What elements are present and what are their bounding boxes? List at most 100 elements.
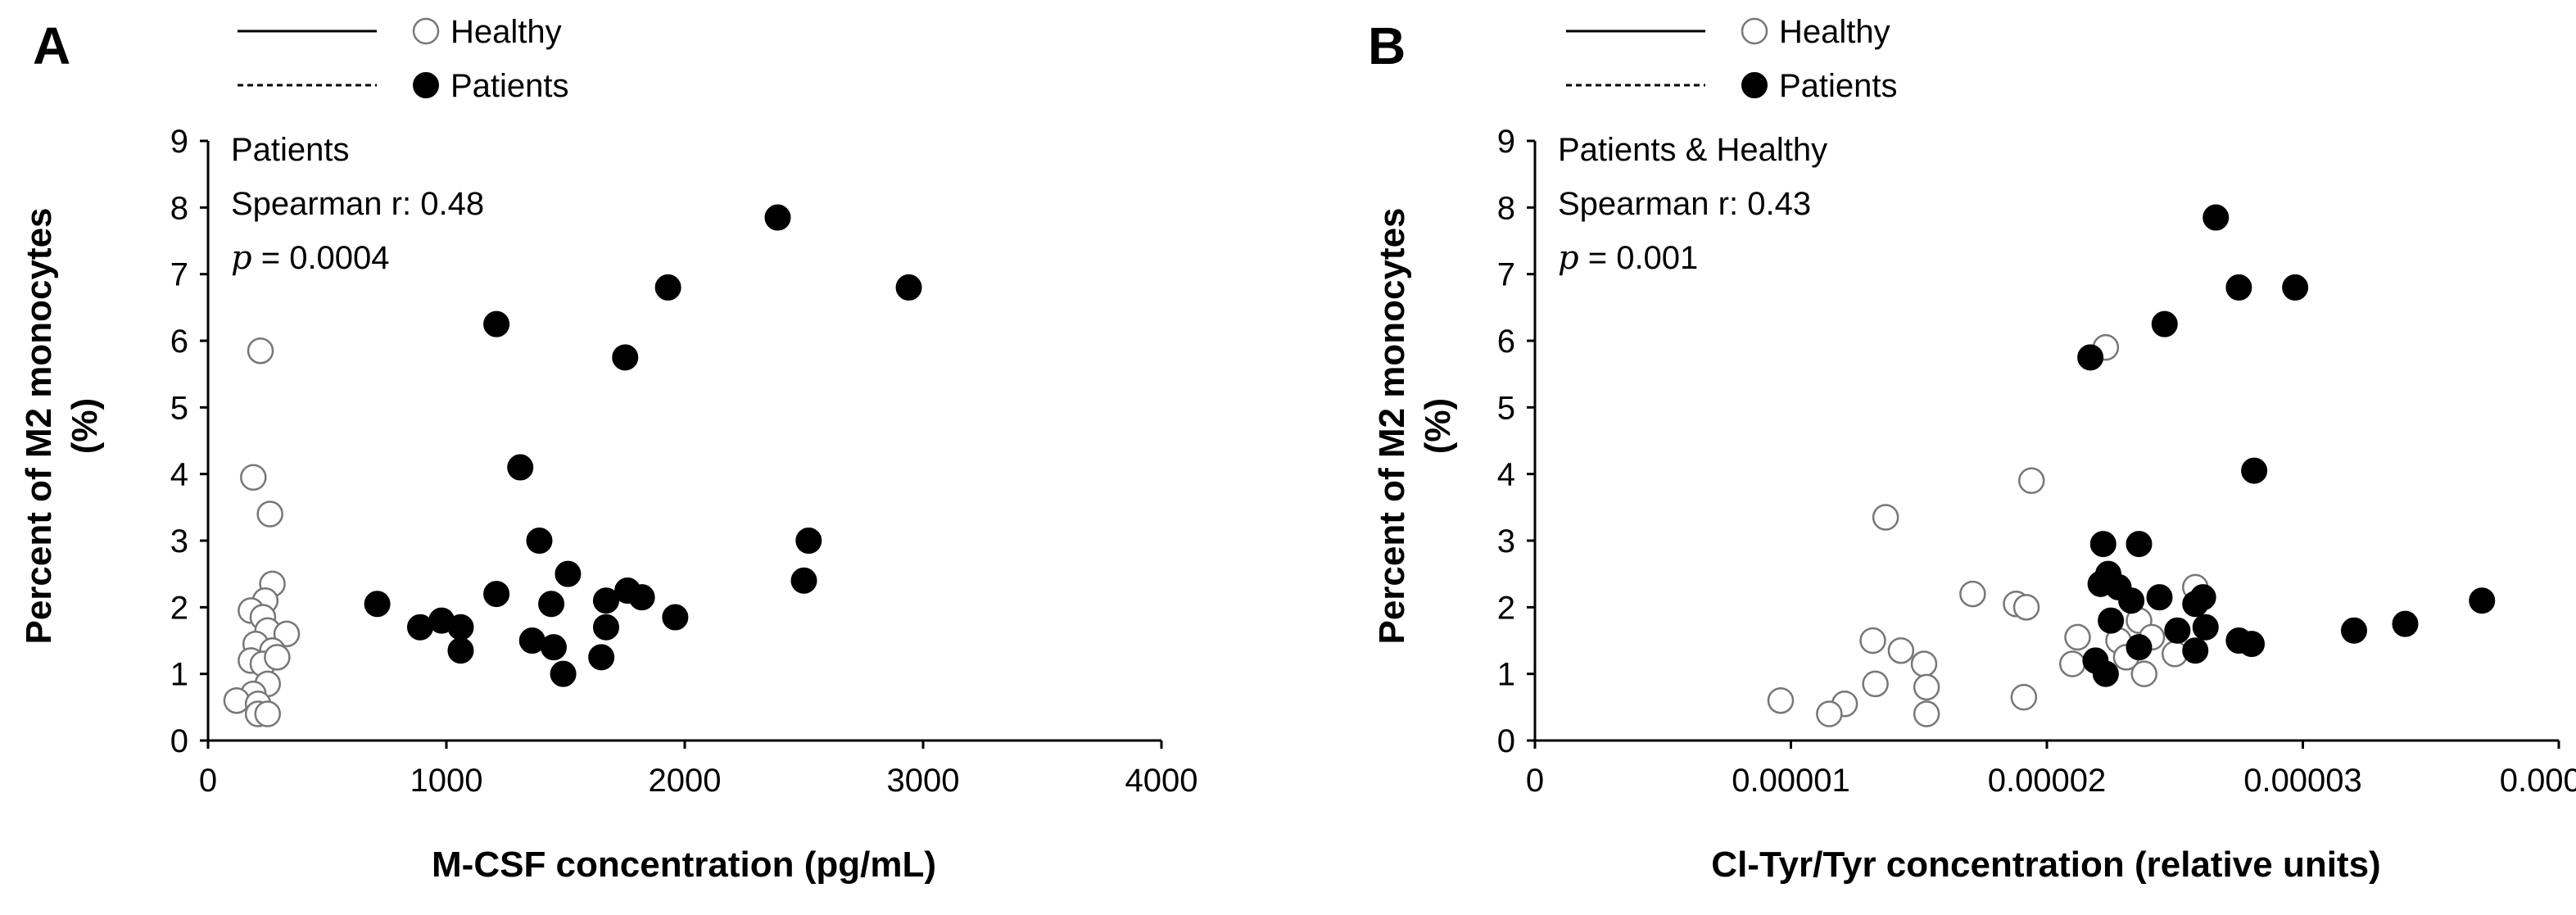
healthy-point	[256, 501, 283, 528]
patient-point	[2392, 610, 2419, 637]
patient-point	[447, 637, 474, 664]
patient-point	[2098, 607, 2125, 634]
legend-patients-label: Patients	[450, 68, 569, 104]
stats-group: Patients & Healthy	[1558, 132, 1827, 168]
healthy-point	[1959, 580, 1986, 608]
patient-point	[2077, 344, 2104, 371]
x-tick-label: 0.00004	[2500, 763, 2576, 799]
stats-p-value: p = 0.001	[1558, 239, 1698, 277]
patient-point	[2092, 660, 2119, 687]
patient-point	[592, 614, 619, 641]
x-tick-label: 0.00003	[2243, 763, 2362, 799]
patient-point	[612, 344, 639, 371]
healthy-point	[1887, 636, 1915, 664]
x-axis-title: Cl-Tyr/Tyr concentration (relative units…	[1711, 845, 2380, 885]
y-tick-label: 1	[170, 657, 188, 693]
p-symbol: p	[1558, 239, 1579, 277]
y-tick-label: 5	[1497, 390, 1515, 426]
legend-healthy-label: Healthy	[1779, 14, 1890, 50]
healthy-point	[1767, 686, 1795, 714]
y-ticks: 0 1 2 3 4 5 6 7 8 9	[1497, 124, 1535, 759]
y-tick-label: 2	[1497, 590, 1515, 626]
x-tick-label: 2000	[649, 763, 722, 799]
y-tick-label: 8	[1497, 190, 1515, 226]
patient-point	[895, 274, 922, 301]
x-ticks: 0 1000 2000 3000 4000	[199, 741, 1197, 799]
y-tick-label: 3	[170, 523, 188, 559]
legend-patients-marker	[413, 72, 439, 98]
patient-point	[2182, 591, 2209, 618]
patient-point	[592, 587, 619, 614]
panel-b-label: B	[1368, 16, 1406, 75]
legend-patients-marker	[1741, 72, 1768, 98]
x-tick-label: 3000	[887, 763, 960, 799]
patient-point	[2341, 617, 2367, 644]
y-tick-label: 7	[170, 257, 188, 293]
healthy-point	[2018, 467, 2045, 495]
patient-point	[2126, 634, 2153, 661]
y-tick-label: 6	[1497, 324, 1515, 360]
panel-a-legend: Healthy Patients	[238, 14, 569, 104]
healthy-point	[1859, 627, 1886, 655]
p-symbol: p	[231, 239, 252, 277]
patient-point	[2225, 274, 2252, 301]
patient-point	[764, 204, 791, 231]
stats-p-value: p = 0.0004	[231, 239, 390, 277]
legend-patients-label: Patients	[1779, 68, 1898, 104]
healthy-point	[1872, 504, 1899, 531]
y-axis-title: Percent of M2 monocytes	[19, 207, 59, 644]
patient-point	[588, 644, 615, 671]
patient-point	[447, 614, 474, 641]
healthy-point	[1862, 670, 1889, 698]
healthy-point	[2010, 683, 2038, 711]
patient-point	[2282, 274, 2309, 301]
y-axis-unit: (%)	[65, 398, 105, 454]
x-tick-label: 0.00001	[1732, 763, 1850, 799]
patient-point	[2241, 457, 2268, 484]
healthy-point	[2064, 623, 2091, 651]
healthy-point	[2012, 594, 2040, 621]
x-tick-label: 0	[1526, 763, 1544, 799]
patient-point	[2118, 587, 2145, 614]
patient-point	[483, 581, 510, 608]
healthy-point	[240, 464, 267, 491]
patient-point	[2182, 637, 2209, 664]
patient-point	[2151, 310, 2178, 337]
patient-point	[2203, 204, 2230, 231]
patient-point	[555, 560, 582, 587]
healthy-point	[1913, 673, 1940, 701]
y-tick-label: 5	[170, 390, 188, 426]
patient-point	[540, 634, 567, 661]
y-tick-label: 9	[1497, 124, 1515, 160]
panel-b-stats: Patients & Healthy Spearman r: 0.43 p = …	[1558, 132, 1827, 277]
patient-point	[507, 454, 534, 481]
y-axis-unit: (%)	[1418, 398, 1458, 454]
y-tick-label: 9	[170, 124, 188, 160]
healthy-point	[1816, 700, 1843, 727]
panel-a: A Healthy Patients Patients Spearman r: …	[19, 14, 1197, 885]
patient-point	[483, 310, 510, 337]
scatter-points	[1767, 204, 2496, 727]
x-tick-label: 0	[199, 763, 217, 799]
patient-point	[406, 614, 433, 641]
healthy-point	[247, 337, 274, 365]
patient-point	[2164, 617, 2191, 644]
patient-point	[2146, 584, 2173, 611]
y-tick-label: 1	[1497, 657, 1515, 693]
y-tick-label: 4	[170, 457, 188, 493]
y-tick-label: 4	[1497, 457, 1515, 493]
healthy-point	[2059, 650, 2086, 677]
patient-point	[2192, 614, 2219, 641]
y-axis-title: Percent of M2 monocytes	[1372, 207, 1412, 644]
healthy-point	[1913, 700, 1940, 727]
panel-b: B Healthy Patients Patients & Healthy Sp…	[1368, 14, 2576, 885]
legend-healthy-label: Healthy	[450, 14, 562, 50]
y-tick-label: 6	[170, 324, 188, 360]
panel-a-stats: Patients Spearman r: 0.48 p = 0.0004	[231, 132, 484, 277]
patient-point	[628, 584, 655, 611]
panel-a-label: A	[33, 16, 70, 75]
patient-point	[654, 274, 681, 301]
y-tick-label: 7	[1497, 257, 1515, 293]
patient-point	[2126, 531, 2153, 558]
